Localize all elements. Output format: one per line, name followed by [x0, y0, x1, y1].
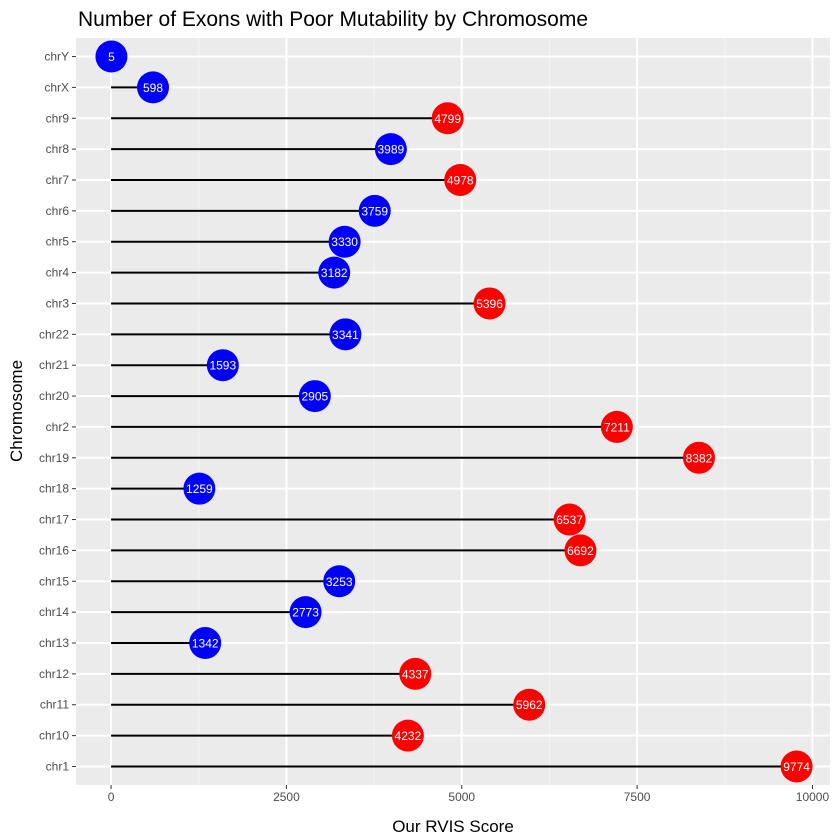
point-value-label: 4799 — [434, 112, 461, 126]
point-value-label: 4978 — [447, 173, 474, 187]
point-value-label: 2773 — [292, 606, 319, 620]
lollipop-point — [318, 256, 351, 289]
y-tick-label: chr9 — [46, 111, 70, 125]
y-tick-label: chr17 — [39, 513, 69, 527]
panel-background — [76, 38, 830, 785]
point-value-label: 6692 — [567, 544, 594, 558]
y-tick-label: chr4 — [46, 266, 70, 280]
y-tick-label: chr15 — [39, 574, 69, 588]
lollipop-point — [358, 194, 391, 227]
lollipop-point — [328, 225, 361, 258]
y-tick-label: chr14 — [39, 605, 69, 619]
point-value-label: 4232 — [395, 729, 422, 743]
lollipop-points — [95, 40, 813, 783]
lollipop-point — [564, 534, 597, 567]
lollipop-point — [444, 163, 477, 196]
point-value-label: 3341 — [332, 328, 359, 342]
point-value-label: 1593 — [209, 359, 236, 373]
y-tick-label: chr8 — [46, 142, 70, 156]
y-tick-label: chr18 — [39, 482, 69, 496]
lollipop-point — [399, 657, 432, 690]
y-tick-label: chr10 — [39, 729, 69, 743]
point-value-label: 5962 — [516, 698, 543, 712]
y-tick-label: chr12 — [39, 667, 69, 681]
point-value-label: 3253 — [326, 575, 353, 589]
lollipop-point — [391, 719, 424, 752]
y-tick-label: chr5 — [46, 235, 70, 249]
lollipop-point — [95, 40, 128, 73]
lollipop-point — [682, 441, 715, 474]
x-axis-title: Our RVIS Score — [392, 817, 514, 836]
lollipop-point — [374, 133, 407, 166]
point-value-labels: 9774 4232 5962 4337 1342 2773 3253 6692 6537 1259… — [108, 50, 810, 774]
x-tick-label: 7500 — [624, 790, 651, 804]
y-tick-label: chr21 — [39, 358, 69, 372]
lollipop-point — [206, 349, 239, 382]
point-value-label: 8382 — [686, 451, 713, 465]
lollipop-point — [600, 410, 633, 443]
x-tick-label: 0 — [108, 790, 115, 804]
point-value-label: 3989 — [378, 143, 405, 157]
y-tick-label: chrX — [44, 80, 69, 94]
y-tick-label: chrY — [44, 50, 69, 64]
chart-title: Number of Exons with Poor Mutability by … — [78, 8, 588, 31]
point-value-label: 3759 — [361, 204, 388, 218]
y-tick-label: chr7 — [46, 173, 70, 187]
y-axis: chr1 chr10 chr11 chr12 chr13 chr14 chr15 chr16 c… — [39, 50, 76, 773]
lollipop-point — [431, 102, 464, 135]
lollipop-point — [323, 565, 356, 598]
lollipop-point — [289, 596, 322, 629]
lollipop-point — [137, 71, 170, 104]
y-tick-label: chr2 — [46, 420, 70, 434]
y-tick-label: chr11 — [40, 698, 69, 712]
y-tick-label: chr3 — [46, 296, 70, 310]
lollipop-point — [189, 627, 222, 660]
point-value-label: 5 — [108, 50, 115, 64]
point-value-label: 7211 — [604, 420, 630, 434]
y-tick-label: chr22 — [39, 327, 69, 341]
point-value-label: 1259 — [186, 482, 213, 496]
lollipop-point — [298, 380, 331, 413]
point-value-label: 3330 — [331, 235, 358, 249]
y-tick-label: chr13 — [39, 636, 69, 650]
point-value-label: 1342 — [192, 637, 219, 651]
x-tick-label: 2500 — [273, 790, 300, 804]
point-value-label: 2905 — [301, 390, 328, 404]
lollipop-point — [183, 472, 216, 505]
y-tick-label: chr16 — [39, 543, 69, 557]
minor-gridlines — [198, 38, 726, 785]
lollipop-point — [329, 318, 362, 351]
y-axis-title: Chromosome — [7, 360, 26, 462]
y-tick-label: chr19 — [39, 451, 69, 465]
lollipop-point — [780, 750, 813, 783]
point-value-label: 3182 — [321, 266, 348, 280]
point-value-label: 5396 — [476, 297, 503, 311]
y-tick-label: chr1 — [46, 759, 70, 773]
lollipop-point — [513, 688, 546, 721]
point-value-label: 6537 — [556, 513, 583, 527]
y-tick-label: chr6 — [46, 204, 70, 218]
x-tick-label: 10000 — [796, 790, 830, 804]
x-axis: 0 2500 5000 7500 10000 — [108, 785, 830, 804]
lollipop-point — [473, 287, 506, 320]
point-value-label: 9774 — [783, 760, 810, 774]
point-value-label: 4337 — [402, 667, 429, 681]
y-tick-label: chr20 — [39, 389, 69, 403]
x-tick-label: 5000 — [448, 790, 475, 804]
point-value-label: 598 — [143, 81, 163, 95]
lollipop-point — [553, 503, 586, 536]
